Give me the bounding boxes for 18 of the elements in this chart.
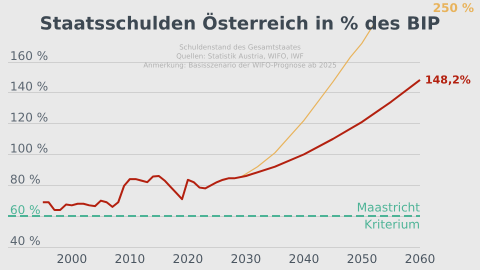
y-tick-label: 120 % <box>10 110 48 124</box>
y-tick-label: 140 % <box>10 80 48 94</box>
x-tick-label: 2010 <box>114 252 146 266</box>
y-tick-label: 60 % <box>10 203 40 218</box>
y-tick-label: 40 % <box>10 234 40 248</box>
ref-line-label: Maastricht Kriterium <box>356 200 420 232</box>
x-tick-label: 2030 <box>230 252 262 266</box>
x-tick-label: 2050 <box>346 252 378 266</box>
y-tick-label: 100 % <box>10 141 48 156</box>
x-tick-label: 2020 <box>172 252 204 266</box>
text: Staatsschulden Österreich in % des BIP <box>40 12 440 34</box>
data-label: 148,2% <box>425 73 471 86</box>
x-tick-label: 2000 <box>56 252 88 266</box>
y-tick-label: 160 % <box>10 48 48 63</box>
y-tick-label: 80 % <box>10 172 40 186</box>
x-tick-label: 2060 <box>404 252 436 266</box>
x-tick-label: 2040 <box>288 252 320 266</box>
text: 250 % <box>432 1 474 15</box>
